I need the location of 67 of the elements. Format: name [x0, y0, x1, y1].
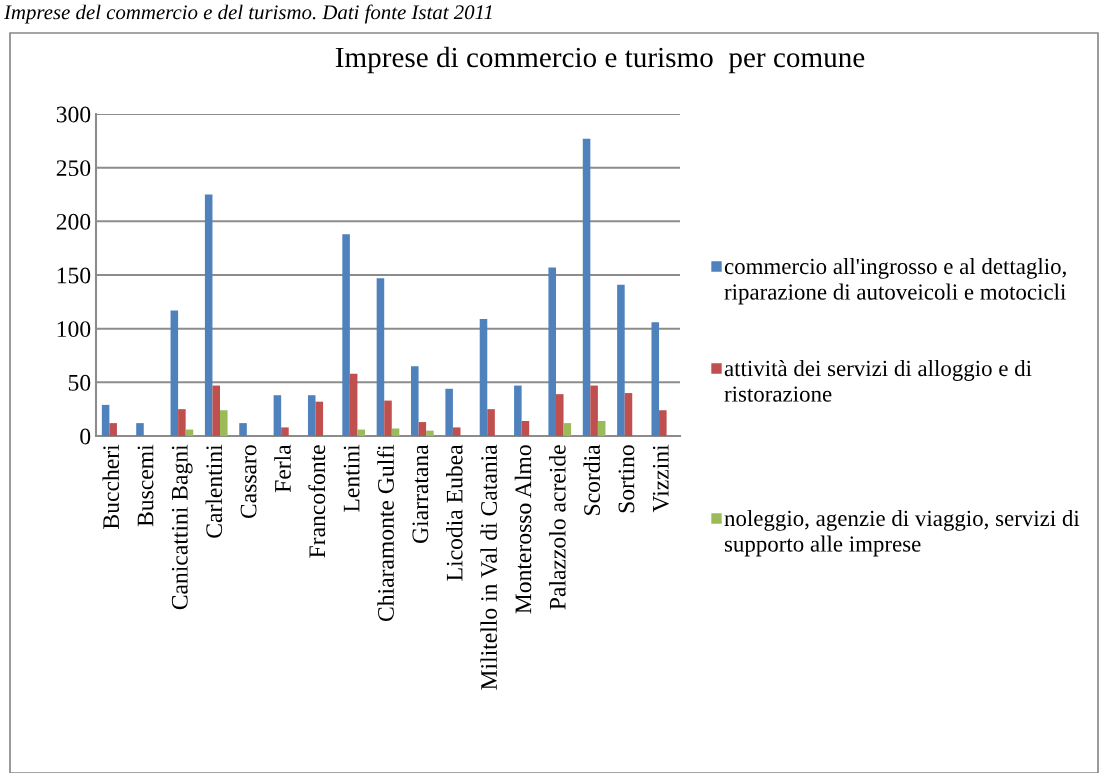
bar: [426, 430, 434, 436]
x-tick-label: Ferla: [274, 444, 291, 493]
bar: [391, 428, 400, 436]
x-tick-label: Buccheri: [102, 444, 120, 529]
x-tick-label: Buscemi: [137, 444, 154, 527]
bar: [651, 322, 660, 436]
x-tick-label: Monterosso Almo: [514, 445, 532, 614]
bar: [418, 422, 427, 436]
y-tick-label: 150: [57, 267, 91, 284]
bar: [479, 319, 488, 436]
x-tick-label: Giarratana: [412, 444, 429, 543]
bar: [590, 385, 598, 436]
bar: [273, 395, 282, 436]
x-tick-label: Canicattini Bagni: [171, 444, 193, 610]
x-tick-label: Licodia Eubea: [446, 444, 463, 581]
bar: [178, 409, 186, 436]
bar: [109, 423, 117, 436]
bar: [452, 427, 461, 436]
x-tick-label: Sortino: [618, 445, 635, 513]
bar: [212, 385, 221, 436]
x-tick-label: Carlentini: [205, 444, 223, 538]
x-tick-label: Vizzini: [652, 444, 669, 513]
chart-title: Imprese di commercio e turismo per comune: [335, 46, 865, 74]
y-tick-label: 0: [80, 428, 91, 445]
bar: [659, 410, 667, 436]
text: Imprese del commercio e del turismo. Dati fonte Istat 2011: [3, 4, 492, 24]
y-tick-label: 50: [68, 374, 91, 391]
bar: [617, 284, 625, 436]
bar: [204, 194, 213, 436]
bar: [376, 278, 385, 436]
bar: [384, 400, 392, 436]
x-tick-label: Scordia: [583, 444, 601, 515]
legend-label: noleggio, agenzie di viaggio, servizi di supporto alle imprese: [724, 510, 1080, 557]
bar: [349, 373, 358, 436]
bar: [597, 420, 606, 436]
legend-label: commercio all'ingrosso e al dettaglio, riparazione di autoveicoli e motocicli: [724, 258, 1066, 305]
bar: [548, 267, 556, 436]
y-tick-label: 200: [56, 213, 91, 230]
x-tick-label: Francofonte: [308, 445, 326, 558]
bar: [521, 420, 530, 436]
bar: [555, 394, 564, 436]
y-tick-label: 250: [56, 160, 91, 177]
bar: [170, 310, 179, 436]
bar: [582, 138, 591, 436]
bar: [514, 385, 522, 436]
bar: [563, 423, 572, 436]
bar: [136, 423, 144, 436]
bar: [342, 234, 350, 436]
x-tick-label: Militello in Val di Catania: [480, 444, 498, 690]
x-tick-label: Palazzolo acreide: [549, 445, 566, 610]
bar: [411, 366, 419, 436]
x-tick-label: Chiaramonte Gulfi: [377, 444, 394, 622]
bar: [239, 423, 247, 436]
x-tick-label: Cassaro: [240, 445, 257, 519]
bar: [101, 404, 110, 436]
bar: [445, 388, 453, 436]
bar: [307, 395, 316, 436]
x-tick-label: Lentini: [343, 444, 360, 512]
y-tick-label: 300: [56, 106, 91, 123]
legend-label: attività dei servizi di alloggio e di ristorazione: [724, 360, 1032, 402]
y-tick-label: 100: [57, 321, 91, 338]
bar: [220, 410, 228, 436]
bar: [487, 409, 495, 436]
bar: [281, 427, 289, 436]
bar: [624, 393, 633, 436]
bar: [357, 429, 365, 436]
bar: [315, 401, 324, 436]
